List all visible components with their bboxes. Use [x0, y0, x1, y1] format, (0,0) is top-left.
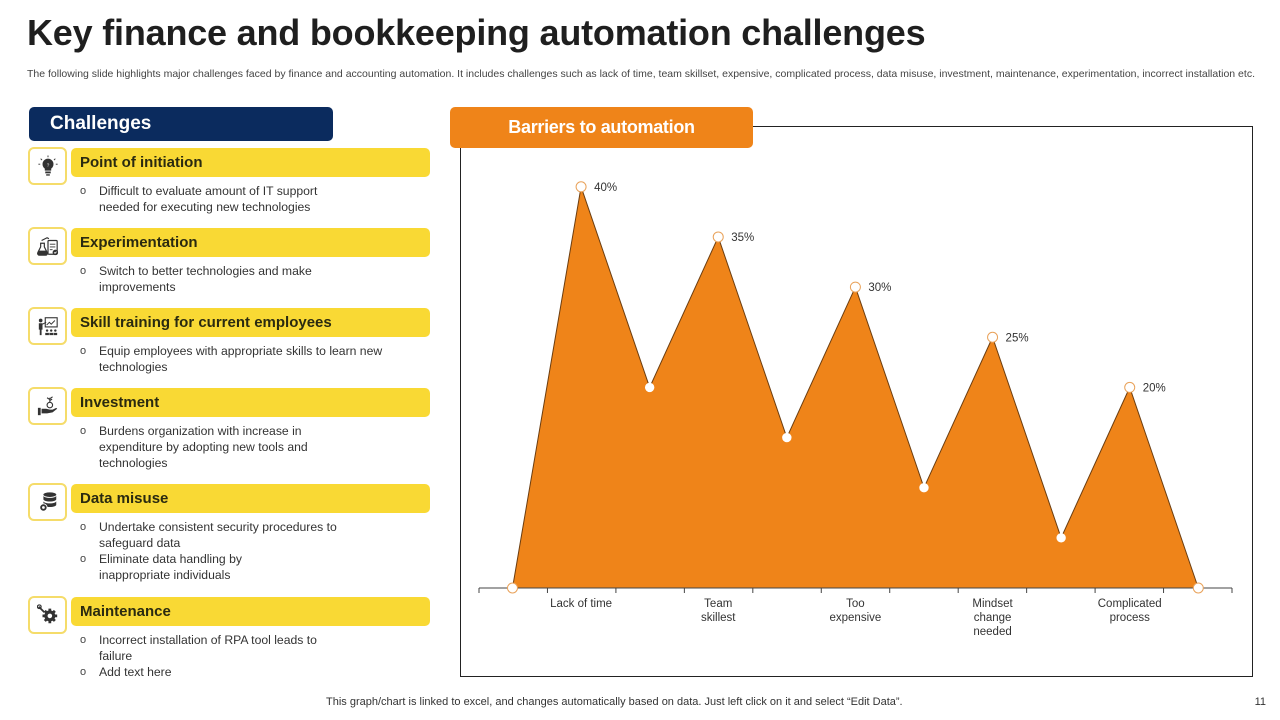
page-title: Key finance and bookkeeping automation c… [27, 12, 926, 53]
chart-title: Barriers to automation [450, 107, 753, 148]
database-gear-icon [28, 483, 67, 521]
bullet-text: Eliminate data handling by inappropriate… [80, 551, 280, 583]
challenge-title: Point of initiation [71, 148, 430, 177]
bullet-text: Burdens organization with increase in ex… [80, 423, 330, 471]
presentation-training-icon [28, 307, 67, 345]
bullet-text: Difficult to evaluate amount of IT suppo… [80, 183, 360, 215]
challenge-title: Maintenance [71, 597, 430, 626]
bullet-text: Switch to better technologies and make i… [80, 263, 320, 295]
challenge-title: Data misuse [71, 484, 430, 513]
challenge-bullets: Difficult to evaluate amount of IT suppo… [80, 183, 360, 215]
page-subtitle: The following slide highlights major cha… [27, 68, 1255, 80]
challenge-bullets: Equip employees with appropriate skills … [80, 343, 400, 375]
lightbulb-icon: ? [28, 147, 67, 185]
challenges-header: Challenges [29, 107, 333, 141]
challenge-bullets: Switch to better technologies and make i… [80, 263, 320, 295]
challenge-bullets: Burdens organization with increase in ex… [80, 423, 330, 471]
svg-text:?: ? [46, 162, 49, 167]
bullet-text: Incorrect installation of RPA tool leads… [80, 632, 340, 664]
wrench-gear-icon [28, 596, 67, 634]
challenge-title: Investment [71, 388, 430, 417]
page-number: 11 [1254, 696, 1266, 708]
lab-flask-icon [28, 227, 67, 265]
footer-note: This graph/chart is linked to excel, and… [326, 696, 903, 708]
bullet-text: Undertake consistent security procedures… [80, 519, 370, 551]
challenge-bullets: Undertake consistent security procedures… [80, 519, 370, 583]
chart-frame[interactable] [460, 126, 1253, 677]
bullet-text: Equip employees with appropriate skills … [80, 343, 400, 375]
challenge-bullets: Incorrect installation of RPA tool leads… [80, 632, 340, 680]
bullet-text: Add text here [80, 664, 340, 680]
hand-plant-investment-icon [28, 387, 67, 425]
challenge-title: Skill training for current employees [71, 308, 430, 337]
challenge-title: Experimentation [71, 228, 430, 257]
